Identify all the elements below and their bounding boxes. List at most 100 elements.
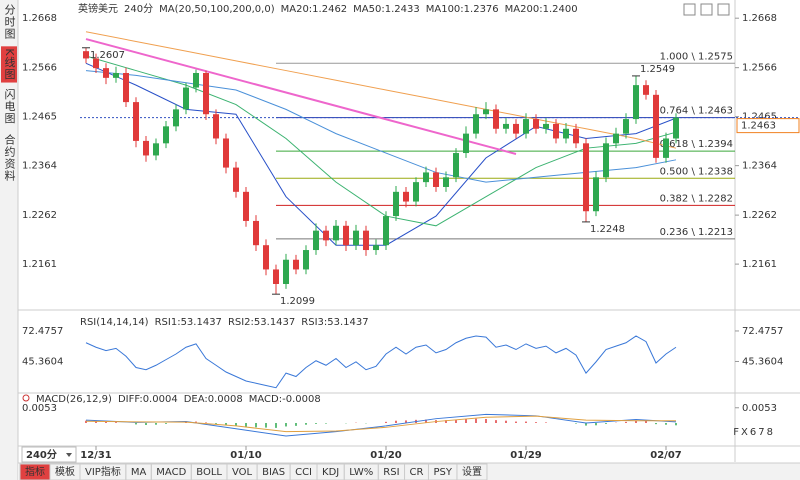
candle-body xyxy=(593,177,599,212)
sidebar-tab[interactable]: 合约资料 xyxy=(3,133,16,182)
candle-body xyxy=(483,109,489,115)
candle-body xyxy=(313,230,319,251)
macd-legend: MACD(26,12,9) xyxy=(36,394,112,405)
rsi-legend: RSI1:53.1437 xyxy=(155,317,222,328)
toolbar-tab-box[interactable] xyxy=(456,463,488,480)
y-tick-label: 1.2465 xyxy=(742,112,777,123)
icon[interactable] xyxy=(683,3,696,16)
rsi-line xyxy=(85,335,677,389)
candle-body xyxy=(213,114,219,139)
candle-body xyxy=(183,87,189,110)
sidebar-tab[interactable]: 分时图 xyxy=(3,4,16,40)
icon[interactable] xyxy=(717,3,730,16)
annotation-label: 1.2248 xyxy=(590,224,625,235)
candle-body xyxy=(493,109,499,129)
x-tick-label: 02/07 xyxy=(650,450,682,461)
x-tick-label: 12/31 xyxy=(80,450,112,461)
y-tick-label-left: 1.2262 xyxy=(22,210,57,221)
y-tick-label-left: 1.2566 xyxy=(22,63,57,74)
icon[interactable] xyxy=(700,3,713,16)
candle-body xyxy=(673,117,679,139)
macd-legend: DIFF:0.0004 xyxy=(118,394,178,405)
candle-body xyxy=(133,102,139,141)
candle-body xyxy=(663,138,669,158)
ma-legend: MA200:1.2400 xyxy=(505,4,578,15)
toolbar-tab[interactable]: LW% xyxy=(349,467,373,478)
candle-body xyxy=(193,72,199,88)
sidebar-tab[interactable]: K线图 xyxy=(3,48,16,80)
last-price-box xyxy=(736,118,800,134)
candle-body xyxy=(163,126,169,144)
rsi-tick-label: 72.4757 xyxy=(742,326,783,337)
candle-body xyxy=(243,191,249,221)
toolbar-tab[interactable]: 模板 xyxy=(55,465,75,478)
candle-body xyxy=(573,128,579,144)
candle-body xyxy=(303,250,309,270)
macd-icon xyxy=(22,394,30,402)
candle-body xyxy=(413,182,419,202)
y-tick-label: 1.2161 xyxy=(742,259,777,270)
candle-body xyxy=(353,230,359,246)
toolbar-tab[interactable]: CCI xyxy=(295,467,312,478)
ma-title: MA(20,50,100,200,0,0) xyxy=(159,4,275,15)
fib-label: 0.618 \ 1.2394 xyxy=(660,139,733,150)
toolbar-tab[interactable]: BOLL xyxy=(196,467,222,478)
candle-body xyxy=(323,230,329,241)
fib-label: 0.764 \ 1.2463 xyxy=(660,106,733,117)
y-tick-label: 1.2262 xyxy=(742,210,777,221)
candle-body xyxy=(113,72,119,78)
toolbar-tab[interactable]: PSY xyxy=(433,467,452,478)
ma-legend: MA20:1.2462 xyxy=(281,4,348,15)
candle-body xyxy=(363,230,369,251)
candle-body xyxy=(563,128,569,139)
candle-body xyxy=(633,85,639,120)
candle-body xyxy=(613,133,619,144)
macd-dea-line xyxy=(85,415,676,433)
symbol: 英镑美元 xyxy=(78,2,118,15)
candle-body xyxy=(293,259,299,270)
rsi-tick-label-left: 45.3604 xyxy=(22,356,63,367)
toolbar-tab[interactable]: BIAS xyxy=(262,467,285,478)
period-dropdown-label[interactable]: 240分 xyxy=(26,448,57,461)
sidebar-tab-active xyxy=(1,46,17,83)
toolbar-tab[interactable]: 设置 xyxy=(462,466,482,478)
candle-body xyxy=(623,119,629,134)
toolbar-tab[interactable]: VOL xyxy=(232,467,253,478)
toolbar-tab[interactable]: 指标 xyxy=(25,465,45,478)
candle-body xyxy=(223,138,229,168)
toolbar-tab[interactable]: MA xyxy=(131,467,147,478)
candle-body xyxy=(513,123,519,134)
toolbar-tab[interactable]: CR xyxy=(410,467,424,478)
dropdown-arrow[interactable] xyxy=(66,453,72,457)
rsi-legend: RSI2:53.1437 xyxy=(228,317,295,328)
toolbar-tab[interactable]: KDJ xyxy=(322,467,339,478)
rsi-tick-label-left: 72.4757 xyxy=(22,326,63,337)
y-tick-label: 1.2364 xyxy=(742,161,777,172)
candle-body xyxy=(433,172,439,187)
toolbar-tab[interactable]: RSI xyxy=(383,467,399,478)
toolbar-tab[interactable]: MACD xyxy=(156,467,186,478)
macd-tick-label-left: 0.0053 xyxy=(22,403,57,414)
top-icons xyxy=(683,3,730,16)
ma-line xyxy=(85,31,677,149)
candle-body xyxy=(83,51,89,59)
last-price-label: 1.2463 xyxy=(741,121,776,132)
y-tick-label: 1.2566 xyxy=(742,63,777,74)
candle-body xyxy=(253,220,259,246)
trendline xyxy=(85,38,517,155)
candle-body xyxy=(523,119,529,134)
candle-body xyxy=(373,245,379,251)
toolbar-tab[interactable]: VIP指标 xyxy=(85,465,121,478)
candle-body xyxy=(503,123,509,129)
candle-body xyxy=(173,109,179,127)
sidebar-tab[interactable]: 闪电图 xyxy=(3,87,16,124)
period-dropdown[interactable] xyxy=(21,446,77,463)
candle-body xyxy=(643,85,649,95)
candle-body xyxy=(603,143,609,178)
candle-body xyxy=(333,225,339,241)
candle-body xyxy=(533,119,539,129)
candle-body xyxy=(103,68,109,78)
candle-body xyxy=(153,143,159,156)
annotation-label: 1.2099 xyxy=(280,296,315,307)
